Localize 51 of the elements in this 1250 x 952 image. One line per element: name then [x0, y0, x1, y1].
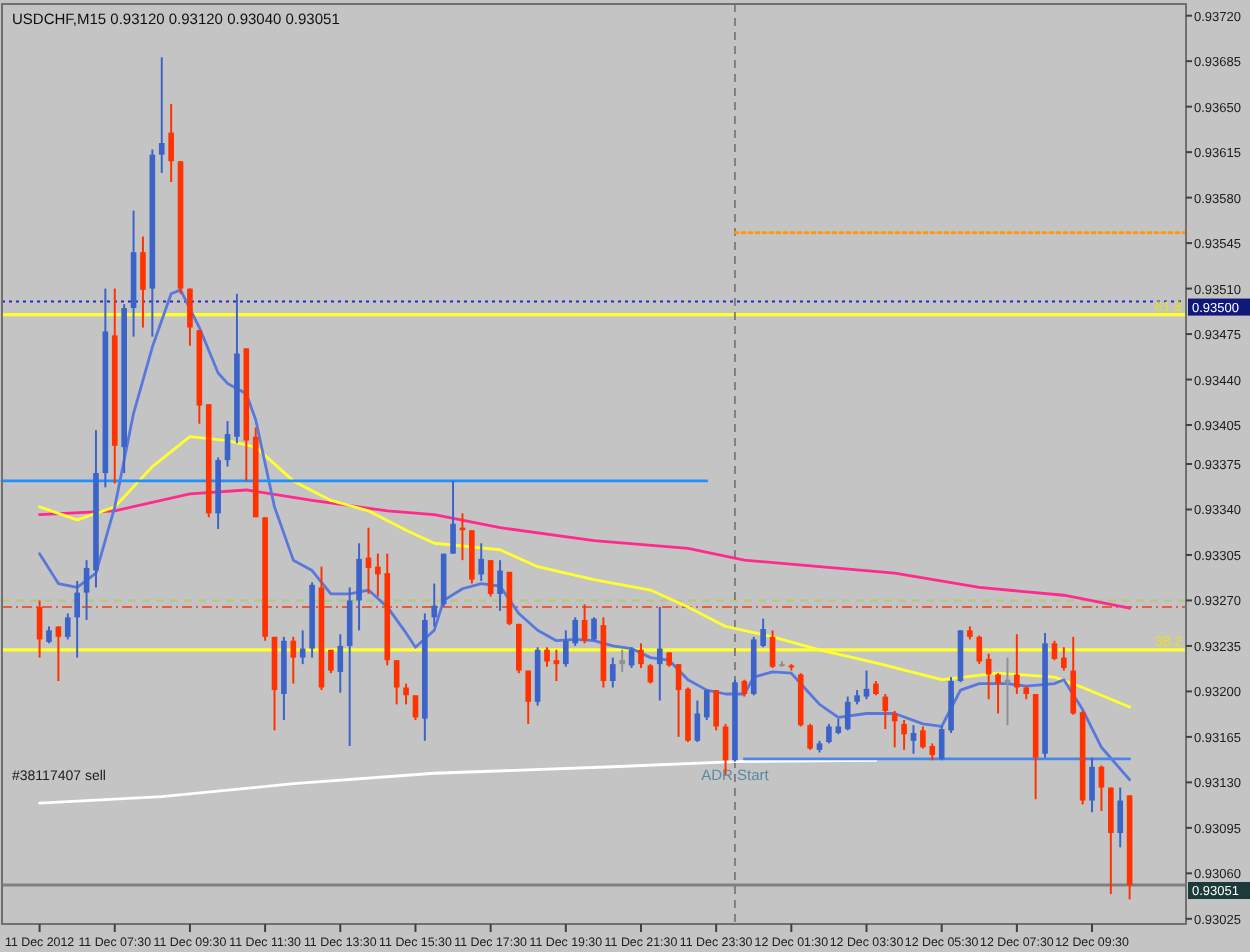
candlestick — [74, 579, 80, 659]
candlestick — [976, 634, 983, 666]
candlestick — [591, 616, 597, 642]
candlestick — [83, 559, 90, 621]
candlestick — [1061, 646, 1067, 672]
candlestick — [703, 689, 710, 721]
candlestick — [1089, 756, 1095, 814]
candlestick — [431, 582, 438, 628]
candlestick — [140, 235, 146, 329]
candlestick — [450, 479, 456, 555]
candlestick — [1014, 633, 1020, 695]
candlestick — [901, 718, 907, 751]
candlestick — [638, 642, 644, 670]
candlestick — [581, 603, 588, 645]
candlestick — [299, 629, 306, 666]
candlestick — [844, 695, 851, 732]
candlestick — [1098, 764, 1105, 812]
candlestick — [1117, 786, 1124, 849]
candlestick — [497, 559, 503, 612]
candlestick — [187, 287, 193, 347]
candlestick — [168, 103, 174, 184]
candlestick — [356, 542, 362, 632]
candlestick — [882, 693, 889, 731]
candlestick — [985, 652, 992, 701]
candlestick — [1051, 639, 1058, 662]
candlestick — [393, 659, 400, 706]
candlestick — [713, 689, 719, 732]
candlestick — [158, 56, 165, 174]
candlestick — [910, 724, 917, 755]
candlestick — [403, 682, 409, 706]
candlestick — [863, 669, 870, 701]
candlestick — [807, 722, 813, 751]
candlestick — [609, 656, 616, 689]
candlestick — [478, 542, 485, 582]
candlestick — [694, 699, 701, 744]
candlestick — [1108, 786, 1114, 896]
candlestick — [553, 648, 560, 683]
line-series — [38, 488, 1132, 610]
candlestick — [656, 605, 663, 702]
candlestick — [64, 612, 71, 641]
candlestick — [516, 622, 522, 675]
candlestick — [346, 586, 353, 747]
candlestick — [544, 646, 550, 668]
candlestick — [337, 633, 344, 694]
candlestick — [891, 709, 898, 749]
candlestick — [1070, 635, 1077, 716]
candlestick — [995, 672, 1001, 715]
candlestick — [55, 625, 62, 683]
candlestick — [525, 669, 532, 725]
candlestick — [619, 648, 626, 673]
candlestick — [290, 635, 297, 685]
